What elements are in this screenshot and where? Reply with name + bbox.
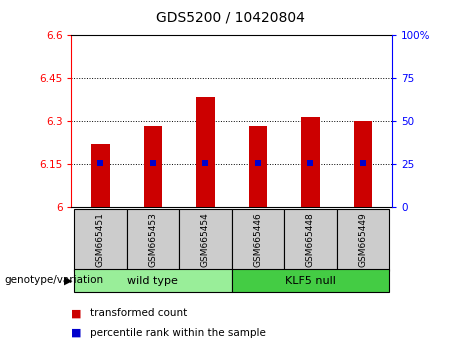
Text: ■: ■: [71, 308, 82, 318]
Bar: [144, 126, 162, 207]
Text: percentile rank within the sample: percentile rank within the sample: [90, 328, 266, 338]
Text: GSM665448: GSM665448: [306, 212, 315, 267]
Bar: [127, 209, 179, 271]
Bar: [74, 209, 127, 271]
Text: GSM665451: GSM665451: [96, 212, 105, 267]
Text: wild type: wild type: [127, 275, 178, 286]
Text: GSM665446: GSM665446: [254, 212, 262, 267]
Text: genotype/variation: genotype/variation: [5, 275, 104, 285]
Text: GDS5200 / 10420804: GDS5200 / 10420804: [156, 11, 305, 25]
Bar: [231, 269, 389, 292]
Bar: [337, 209, 389, 271]
Bar: [74, 269, 231, 292]
Text: GSM665453: GSM665453: [148, 212, 157, 267]
Bar: [231, 209, 284, 271]
Bar: [301, 117, 319, 207]
Text: ▶: ▶: [64, 275, 72, 285]
Text: transformed count: transformed count: [90, 308, 187, 318]
Text: GSM665449: GSM665449: [359, 212, 367, 267]
Bar: [91, 144, 110, 207]
Bar: [284, 209, 337, 271]
Bar: [354, 121, 372, 207]
Bar: [249, 126, 267, 207]
Text: KLF5 null: KLF5 null: [285, 275, 336, 286]
Bar: [179, 209, 231, 271]
Text: GSM665454: GSM665454: [201, 212, 210, 267]
Text: ■: ■: [71, 328, 82, 338]
Bar: [196, 97, 214, 207]
